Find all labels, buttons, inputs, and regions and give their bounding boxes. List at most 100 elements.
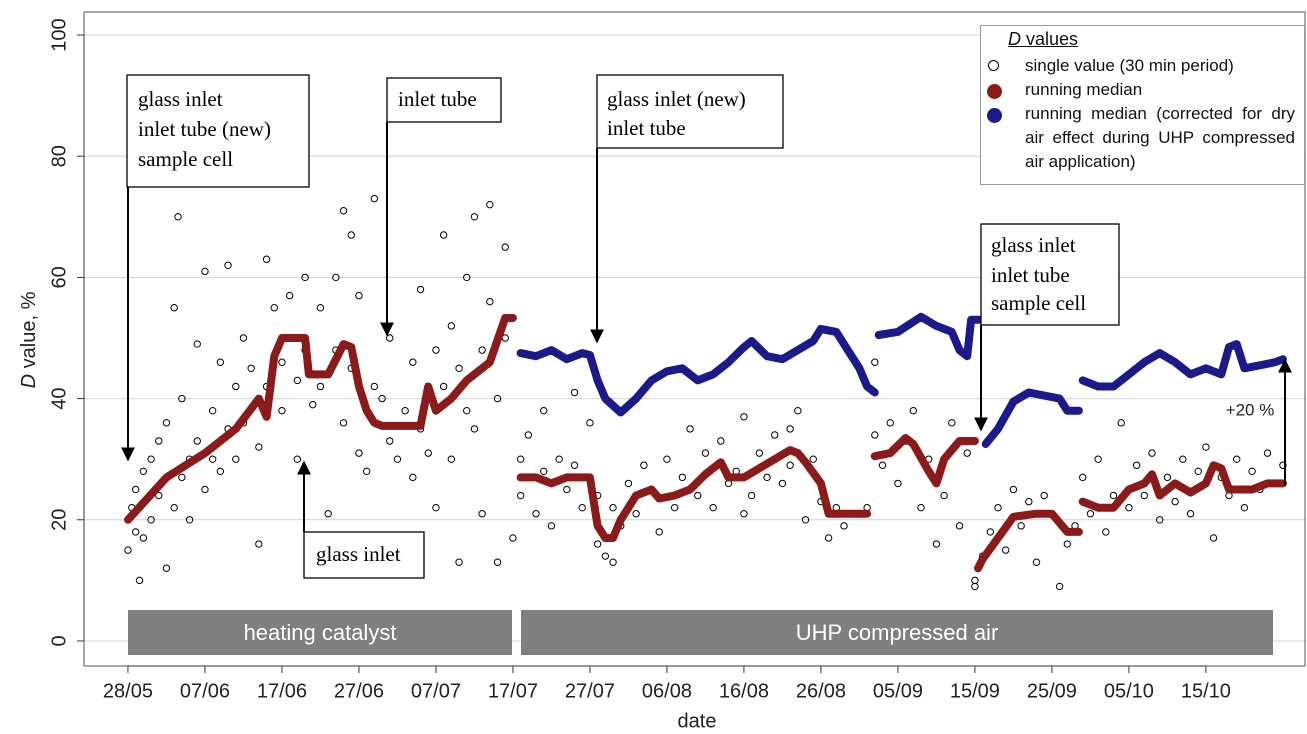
data-point [432,346,440,354]
data-point [370,194,379,203]
data-point [740,510,748,518]
data-point [170,304,178,312]
data-point [1148,449,1156,457]
callout-text: sample cell [138,147,233,171]
data-point [678,473,687,482]
period-band [128,610,512,655]
data-point [135,576,144,585]
data-point [170,503,178,512]
data-point [178,473,186,482]
data-point [416,285,425,294]
data-point [971,582,979,591]
x-tick-label: 28/05 [103,680,153,702]
data-point [694,491,702,500]
legend-marker [987,84,1002,99]
data-point [208,455,217,463]
callout-text: inlet tube (new) [138,117,271,141]
data-point [1194,467,1202,476]
x-tick-label: 17/06 [257,680,307,702]
data-point [570,461,579,469]
data-point [1002,546,1010,554]
data-point [362,467,371,476]
data-point [193,437,201,445]
x-tick-label: 17/07 [488,680,538,702]
data-point [701,449,710,457]
data-point [201,485,209,494]
data-point [509,534,517,542]
legend: D values single value (30 min period) run… [980,25,1305,185]
data-point [174,213,182,221]
data-point [139,534,148,542]
data-point [486,200,494,209]
data-point [886,419,894,427]
data-point [224,261,232,269]
x-tick-label: 05/10 [1104,680,1154,702]
data-point [1140,491,1149,500]
data-point [232,455,240,463]
data-point [1263,449,1272,457]
callout-text: glass inlet (new) [607,87,746,111]
data-point [1163,473,1172,482]
data-point [432,503,440,512]
data-point [786,461,794,469]
data-point [1171,497,1179,506]
data-point [493,558,502,566]
data-point [316,382,325,391]
data-point [378,394,386,403]
callout-text: inlet tube [607,116,686,140]
data-point [339,419,348,427]
data-point [339,207,348,215]
callout-box [303,531,425,579]
data-point [216,467,225,476]
data-point [948,419,956,427]
data-point [632,510,640,518]
data-point [439,382,448,391]
data-point [201,267,209,276]
data-point [1055,582,1064,591]
y-tick-label: 60 [48,266,70,288]
data-point [393,455,402,463]
x-tick-label: 27/06 [334,680,384,702]
data-point [239,334,248,342]
y-tick-label: 40 [48,387,70,409]
data-point [262,255,271,263]
data-point [324,510,332,518]
x-axis-title: date [678,710,717,732]
data-point [570,388,579,397]
callout-box [980,223,1120,326]
median-line [516,312,1287,448]
data-point [609,503,617,512]
data-point [1040,491,1048,500]
data-point [1179,455,1187,463]
data-point [840,522,848,530]
x-tick-label: 07/07 [411,680,461,702]
data-point [355,291,363,300]
data-point [871,431,879,439]
data-point [463,273,471,282]
data-point [1125,503,1133,512]
callout-box [126,74,310,188]
data-point [963,449,971,457]
data-point [255,540,263,548]
data-point [670,503,679,512]
data-point [932,540,941,548]
data-point [255,443,263,451]
data-point [278,358,286,366]
median-line [124,314,1287,573]
data-point [994,503,1002,512]
legend-label: running median (corrected for dry air ef… [1025,104,1295,171]
data-point [147,516,155,524]
data-point [801,516,810,524]
data-point [540,407,548,415]
data-point [501,243,509,251]
callout-text: glass inlet [991,233,1076,257]
callout-box [386,77,502,123]
period-label: heating catalyst [244,620,397,645]
data-point [940,491,948,500]
data-point [1063,540,1072,548]
y-tick-label: 100 [48,18,70,51]
data-point [516,491,525,500]
legend-title-italic: D [1007,29,1021,49]
data-point [686,425,694,433]
data-point [917,503,925,512]
